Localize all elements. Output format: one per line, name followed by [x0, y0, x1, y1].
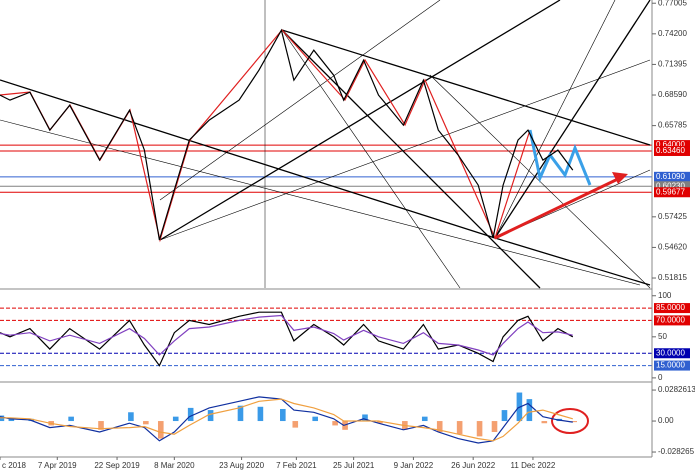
trend-line — [0, 79, 496, 239]
level-label-box — [654, 181, 690, 192]
level-label: 85.0000 — [656, 303, 685, 312]
histogram-bar — [157, 421, 164, 439]
level-label-box — [654, 348, 690, 359]
histogram-bar — [491, 421, 498, 433]
series-line — [0, 396, 573, 444]
level-label-box — [654, 145, 690, 156]
x-tick-label: 22 Sep 2019 — [94, 461, 140, 470]
histogram-bar — [68, 416, 74, 422]
level-label-box — [654, 315, 690, 326]
x-tick-label: 8 Mar 2020 — [154, 461, 195, 470]
x-tick-label: c 2018 — [2, 461, 27, 470]
histogram-bar — [456, 421, 463, 435]
projection — [528, 129, 592, 186]
series-line — [0, 311, 574, 367]
series-line — [0, 314, 573, 356]
level-label-box — [654, 140, 690, 151]
y-tick-label: 50 — [658, 332, 667, 341]
x-tick-label: 26 Jun 2022 — [451, 461, 496, 470]
histogram-bar — [436, 421, 443, 433]
x-tick-label: 23 Aug 2020 — [219, 461, 264, 470]
histogram-bar — [257, 406, 264, 422]
trend-line — [494, 0, 616, 239]
level-label: 0.64000 — [656, 140, 685, 149]
histogram-bar — [128, 412, 134, 422]
arrow-head — [612, 172, 628, 184]
histogram-bar — [98, 421, 104, 430]
y-tick-label: 0 — [658, 373, 663, 382]
series-line — [0, 398, 573, 442]
level-label-box — [654, 171, 690, 182]
level-label: 0.61090 — [656, 172, 685, 181]
histogram-bar — [362, 414, 368, 422]
histogram-bar — [377, 421, 383, 424]
histogram-bar — [526, 399, 533, 422]
histogram-bar — [571, 421, 577, 423]
histogram-bar — [541, 421, 548, 424]
trend-line — [159, 0, 561, 241]
histogram-bar — [312, 416, 318, 422]
histogram-bar — [143, 421, 149, 425]
level-label: 0.63460 — [656, 146, 685, 155]
level-label: 0.60230 — [656, 181, 685, 190]
histogram-bar — [172, 416, 179, 422]
x-tick-label: 9 Jan 2022 — [394, 461, 434, 470]
histogram-bar — [332, 421, 338, 426]
x-tick-label: 11 Dec 2022 — [511, 461, 556, 470]
highlight-circle — [551, 408, 589, 434]
y-tick-label: 0.54620 — [658, 243, 687, 252]
histogram-bar — [237, 405, 244, 422]
histogram-bar — [207, 410, 214, 422]
level-label-box — [654, 187, 690, 198]
histogram-bar — [292, 421, 299, 428]
x-tick-label: 25 Jul 2021 — [333, 461, 375, 470]
level-label-box — [654, 360, 690, 371]
y-tick-label: 100 — [658, 291, 672, 300]
y-tick-label: 0.68590 — [658, 90, 687, 99]
y-tick-label: 0.74200 — [658, 29, 687, 38]
level-label-box — [654, 303, 690, 314]
y-tick-label: 0.71395 — [658, 60, 687, 69]
level-label: 15.0000 — [656, 361, 685, 370]
histogram-bar — [187, 407, 194, 422]
y-tick-label: 0.65785 — [658, 121, 687, 130]
y-tick-label: 0.51815 — [658, 273, 687, 282]
y-tick-label: 0.57425 — [658, 212, 687, 221]
trend-line — [281, 29, 461, 289]
x-tick-label: 7 Feb 2021 — [276, 461, 317, 470]
histogram-bar — [501, 410, 508, 422]
y-tick-label: 0.77005 — [658, 0, 687, 7]
histogram-bar — [421, 416, 428, 422]
trend-line — [494, 237, 651, 286]
trend-line — [494, 0, 651, 239]
level-label: 70.0000 — [656, 316, 685, 325]
trend-line — [159, 0, 441, 201]
histogram-bar — [280, 408, 286, 422]
histogram-bar — [476, 421, 483, 437]
trend-line — [159, 59, 651, 241]
level-label: 30.0000 — [656, 348, 685, 357]
trend-line — [281, 29, 651, 146]
level-label: 0.59677 — [656, 187, 685, 196]
series-line — [0, 28, 574, 241]
y-tick-label: -0.028265 — [658, 447, 695, 456]
trend-line — [281, 29, 541, 289]
y-tick-label: 0.00 — [658, 416, 674, 425]
arrow — [494, 176, 621, 240]
y-tick-label: 0.0282613 — [658, 385, 695, 394]
x-tick-label: 7 Apr 2019 — [38, 461, 77, 470]
